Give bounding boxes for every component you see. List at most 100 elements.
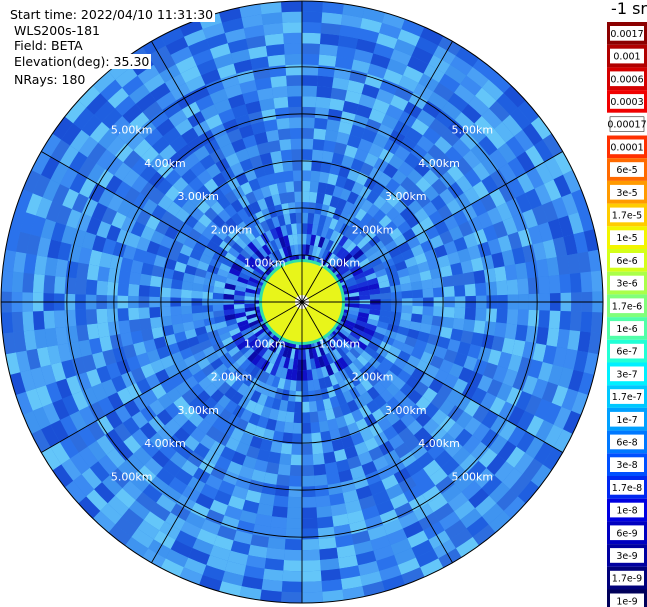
field-cell <box>388 345 402 358</box>
field-cell <box>507 177 525 198</box>
field-cell <box>377 172 392 187</box>
field-cell <box>54 310 66 328</box>
field-cell <box>318 344 326 357</box>
colorbar-label-box <box>610 275 644 291</box>
field-cell <box>366 217 379 231</box>
field-cell <box>219 240 232 253</box>
field-cell <box>339 328 350 338</box>
field-cell <box>481 475 503 496</box>
field-cell <box>246 555 266 569</box>
field-cell <box>302 180 311 192</box>
field-cell <box>376 555 398 571</box>
field-cell <box>376 321 389 330</box>
field-cell <box>368 446 384 461</box>
field-cell <box>342 201 354 214</box>
field-cell <box>313 357 321 369</box>
field-cell <box>527 277 540 295</box>
field-cell <box>128 271 142 285</box>
field-cell <box>415 192 431 208</box>
field-cell <box>463 232 478 249</box>
field-cell <box>450 55 473 76</box>
colorbar-label-box <box>610 48 644 64</box>
field-cell <box>220 73 240 89</box>
field-cell <box>386 323 399 333</box>
field-cell <box>496 93 518 115</box>
field-cell <box>162 459 182 478</box>
field-cell <box>360 350 373 362</box>
field-cell <box>511 247 526 265</box>
field-cell <box>234 308 246 314</box>
field-cell <box>411 118 430 136</box>
field-cell <box>288 390 296 402</box>
field-cell <box>368 313 380 322</box>
field-cell <box>475 495 497 517</box>
field-cell <box>293 348 299 360</box>
field-cell <box>231 138 247 153</box>
field-cell <box>15 350 31 373</box>
field-cell <box>492 365 508 384</box>
field-cell <box>32 174 51 198</box>
field-cell <box>259 333 270 344</box>
field-cell <box>133 138 152 158</box>
field-cell <box>183 152 200 169</box>
field-cell <box>71 356 87 376</box>
field-cell <box>181 127 199 145</box>
field-cell <box>379 252 392 263</box>
field-cell <box>488 510 512 533</box>
field-cell <box>156 91 177 110</box>
field-cell <box>78 85 101 108</box>
field-cell <box>370 336 383 347</box>
field-cell <box>503 85 526 108</box>
field-cell <box>415 549 439 568</box>
field-cell <box>166 201 182 217</box>
colorbar-label-box <box>610 366 644 382</box>
field-cell <box>114 143 134 163</box>
field-cell <box>235 280 248 289</box>
field-cell <box>339 266 350 276</box>
field-cell <box>431 178 448 195</box>
field-cell <box>302 549 321 561</box>
field-cell <box>45 381 63 403</box>
field-cell <box>551 197 569 219</box>
field-cell <box>129 472 150 493</box>
field-cell <box>285 368 293 381</box>
field-cell <box>296 223 302 234</box>
field-cell <box>454 307 466 320</box>
field-cell <box>483 268 497 283</box>
field-cell <box>261 383 272 396</box>
field-cell <box>212 341 225 352</box>
field-cell <box>348 291 360 298</box>
field-cell <box>71 228 87 248</box>
field-cell <box>351 267 364 277</box>
field-cell <box>15 231 31 254</box>
field-cell <box>397 29 421 47</box>
field-cell <box>272 161 284 174</box>
field-cell <box>276 474 290 487</box>
field-cell <box>202 564 225 582</box>
field-cell <box>355 38 377 54</box>
field-cell <box>388 317 401 327</box>
field-cell <box>462 150 481 169</box>
field-cell <box>237 208 250 222</box>
field-cell <box>297 348 302 360</box>
field-cell <box>206 264 220 275</box>
field-cell <box>65 260 79 279</box>
field-cell <box>514 129 534 152</box>
field-cell <box>394 85 414 102</box>
field-cell <box>156 425 174 443</box>
field-cell <box>320 430 332 443</box>
field-cell <box>92 235 107 253</box>
field-cell <box>117 387 133 405</box>
field-cell <box>571 189 589 213</box>
field-cell <box>201 363 215 377</box>
field-cell <box>421 314 433 325</box>
field-cell <box>416 477 436 495</box>
field-cell <box>382 574 405 592</box>
field-cell <box>458 367 474 383</box>
field-cell <box>367 63 387 79</box>
field-cell <box>40 218 56 240</box>
field-cell <box>535 162 554 184</box>
field-cell <box>293 180 302 192</box>
field-cell <box>213 315 226 324</box>
field-cell <box>455 536 479 558</box>
